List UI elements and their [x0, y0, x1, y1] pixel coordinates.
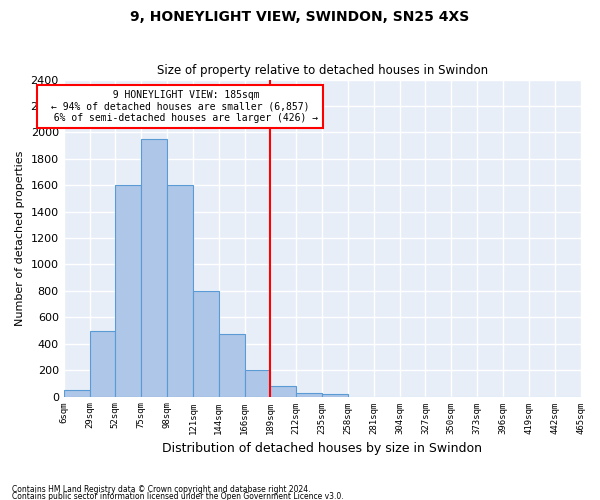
- Bar: [64, 390, 89, 396]
- Bar: [245, 370, 271, 396]
- Bar: [167, 185, 193, 396]
- Bar: [89, 330, 115, 396]
- Text: Contains public sector information licensed under the Open Government Licence v3: Contains public sector information licen…: [12, 492, 344, 500]
- Bar: [193, 291, 219, 397]
- Y-axis label: Number of detached properties: Number of detached properties: [15, 150, 25, 326]
- Bar: [296, 392, 322, 396]
- Text: Contains HM Land Registry data © Crown copyright and database right 2024.: Contains HM Land Registry data © Crown c…: [12, 486, 311, 494]
- Text: 9 HONEYLIGHT VIEW: 185sqm
← 94% of detached houses are smaller (6,857)
  6% of s: 9 HONEYLIGHT VIEW: 185sqm ← 94% of detac…: [42, 90, 318, 124]
- X-axis label: Distribution of detached houses by size in Swindon: Distribution of detached houses by size …: [162, 442, 482, 455]
- Bar: [141, 139, 167, 396]
- Bar: [115, 185, 141, 396]
- Bar: [271, 386, 296, 396]
- Title: Size of property relative to detached houses in Swindon: Size of property relative to detached ho…: [157, 64, 488, 77]
- Bar: [219, 334, 245, 396]
- Text: 9, HONEYLIGHT VIEW, SWINDON, SN25 4XS: 9, HONEYLIGHT VIEW, SWINDON, SN25 4XS: [130, 10, 470, 24]
- Bar: [322, 394, 348, 396]
